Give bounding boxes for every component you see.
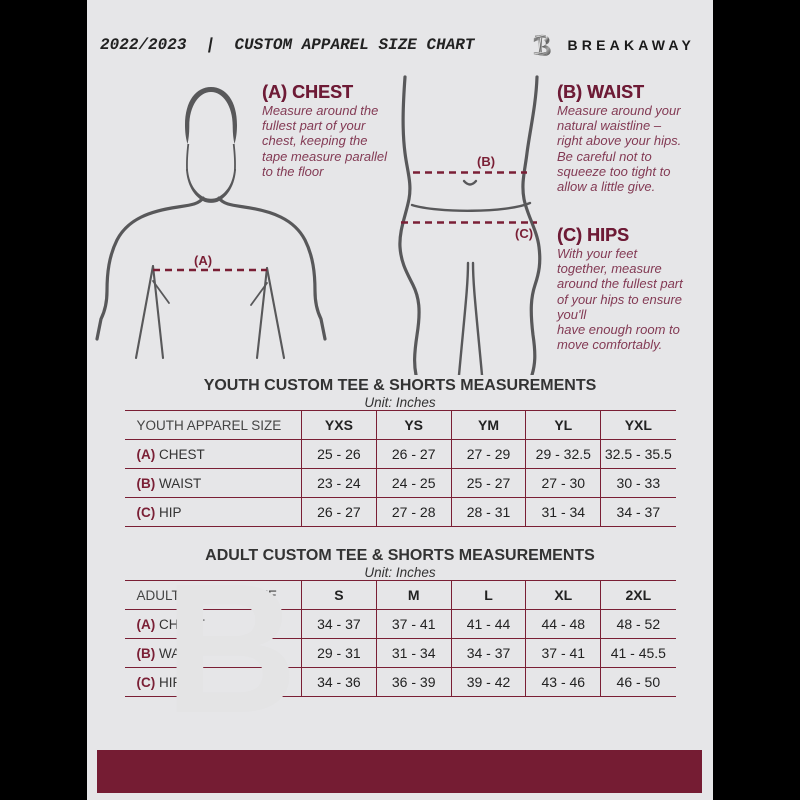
svg-text:(A): (A) [194,253,212,268]
svg-text:(C): (C) [515,226,533,241]
svg-text:(B): (B) [477,154,495,169]
